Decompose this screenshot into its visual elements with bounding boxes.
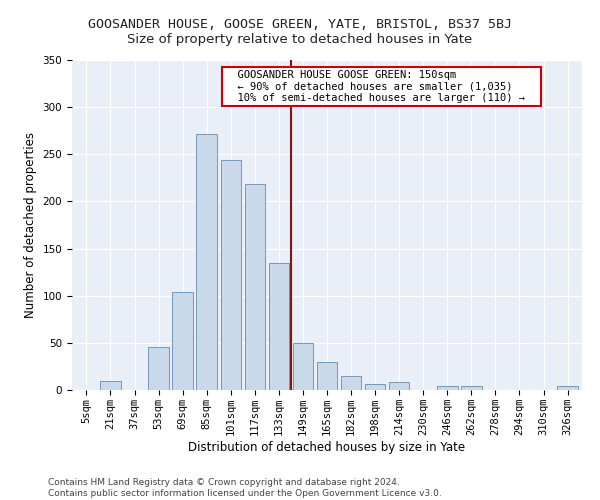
Text: Contains HM Land Registry data © Crown copyright and database right 2024.
Contai: Contains HM Land Registry data © Crown c… [48,478,442,498]
Bar [269,262,289,390]
Y-axis label: Number of detached properties: Number of detached properties [24,132,37,318]
Text: GOOSANDER HOUSE GOOSE GREEN: 150sqm  
  ← 90% of detached houses are smaller (1,: GOOSANDER HOUSE GOOSE GREEN: 150sqm ← 90… [225,70,538,103]
Bar [461,386,482,390]
Bar [293,343,313,390]
Bar [389,382,409,390]
Bar [245,184,265,390]
Bar [317,362,337,390]
Bar [437,386,458,390]
Bar [196,134,217,390]
Bar [557,386,578,390]
Bar [100,380,121,390]
Bar [341,376,361,390]
Bar [148,346,169,390]
X-axis label: Distribution of detached houses by size in Yate: Distribution of detached houses by size … [188,440,466,454]
Text: Size of property relative to detached houses in Yate: Size of property relative to detached ho… [127,32,473,46]
Text: GOOSANDER HOUSE, GOOSE GREEN, YATE, BRISTOL, BS37 5BJ: GOOSANDER HOUSE, GOOSE GREEN, YATE, BRIS… [88,18,512,30]
Bar [221,160,241,390]
Bar [172,292,193,390]
Bar [365,384,385,390]
